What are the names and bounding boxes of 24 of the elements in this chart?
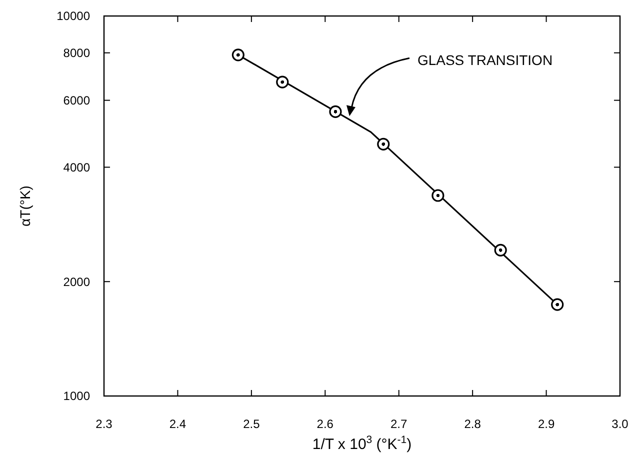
point: [276, 76, 289, 88]
y-tick-label: 8000: [63, 46, 90, 60]
y-tick-label: 4000: [63, 160, 90, 174]
point: [432, 189, 444, 202]
point: [377, 138, 390, 150]
point: [551, 298, 564, 311]
point: [494, 244, 507, 256]
y-axis-title: αT(°K): [17, 186, 33, 226]
x-tick-label: 2.5: [243, 417, 260, 431]
x-tick-label: 2.8: [464, 417, 482, 431]
y-tick-label: 10000: [56, 9, 90, 24]
point: [329, 105, 342, 118]
x-tick-label: 2.4: [169, 417, 186, 431]
annotation: GLASS TRANSITION: [417, 52, 553, 68]
x-tick-label: 2.9: [538, 417, 555, 431]
y-tick-label: 6000: [63, 94, 90, 108]
x-axis-title: 1/T x 10$^{3}$ (°K$^{-1}$): [312, 434, 412, 453]
point: [232, 48, 244, 62]
x-tick-label: 3.0: [612, 417, 629, 431]
x-tick-label: 2.6: [316, 417, 334, 431]
x-tick-label: 2.3: [96, 417, 113, 431]
x-tick-label: 2.7: [390, 417, 408, 431]
y-tick-label: 1000: [63, 389, 90, 404]
y-tick-label: 2000: [63, 274, 90, 289]
